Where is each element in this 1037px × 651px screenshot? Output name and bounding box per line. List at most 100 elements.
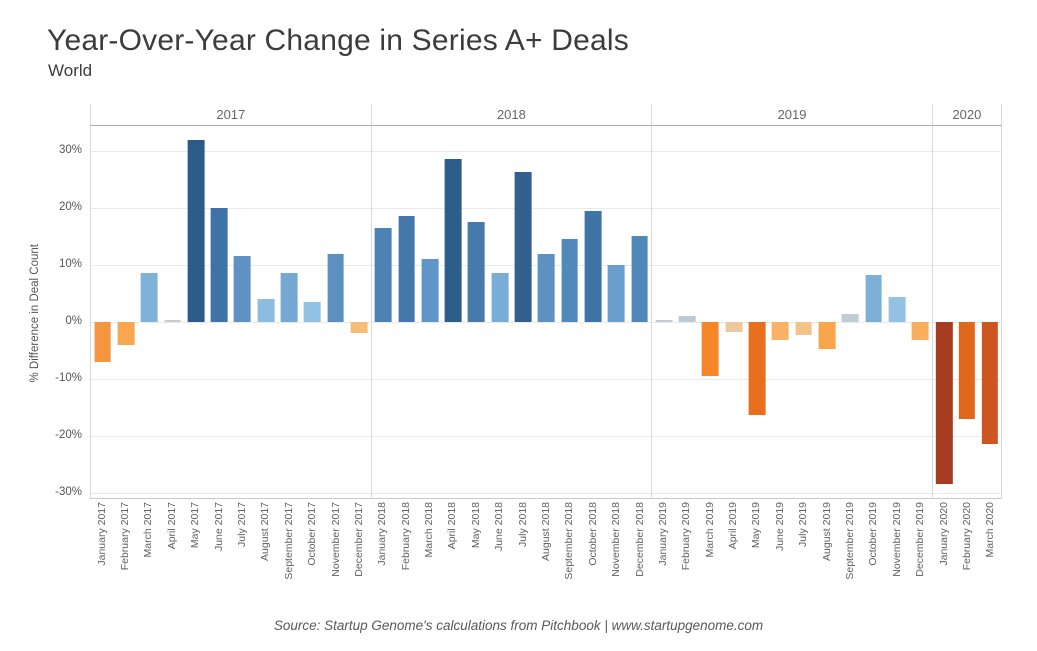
bar-october-2018 xyxy=(584,210,602,322)
gridline xyxy=(652,150,932,152)
x-tick-label: April 2017 xyxy=(165,502,178,550)
panel-plot-2019 xyxy=(651,125,932,500)
bar-february-2020 xyxy=(958,321,976,419)
gridline xyxy=(371,321,652,323)
x-tick-label: May 2019 xyxy=(750,502,763,549)
gridline xyxy=(652,264,932,266)
x-label-slot: September 2017 xyxy=(277,502,300,612)
bar-february-2018 xyxy=(398,216,415,322)
x-tick-label: June 2019 xyxy=(773,502,786,552)
x-tick-label: December 2018 xyxy=(633,502,646,578)
panel-plot-2018 xyxy=(370,125,652,500)
x-label-slot: July 2019 xyxy=(792,502,815,612)
chart-subtitle: World xyxy=(48,61,93,80)
y-tick-label: -30% xyxy=(55,486,82,498)
bar-september-2018 xyxy=(561,239,579,322)
x-tick-label: January 2019 xyxy=(656,502,669,567)
x-tick-label: January 2020 xyxy=(937,502,950,567)
x-label-slot: January 2017 xyxy=(90,502,113,612)
x-label-slot: November 2017 xyxy=(324,502,347,612)
x-label-slot: February 2017 xyxy=(113,502,136,612)
x-label-slot: May 2017 xyxy=(184,502,207,612)
bar-january-2020 xyxy=(936,321,953,485)
gridline xyxy=(91,435,371,437)
bar-june-2017 xyxy=(210,207,228,322)
x-label-slot: April 2019 xyxy=(721,502,744,612)
x-label-slot: September 2018 xyxy=(558,502,581,612)
x-label-slot: November 2019 xyxy=(885,502,908,612)
bar-january-2018 xyxy=(374,227,392,322)
bar-chart-panels: 2017 January 2017 February 2017 March 2017 A… xyxy=(90,104,1002,612)
x-label-slot: January 2019 xyxy=(651,502,674,612)
panel-plot-2017 xyxy=(90,125,371,500)
gridline xyxy=(371,264,652,266)
x-tick-label: February 2019 xyxy=(680,502,693,571)
bar-november-2019 xyxy=(888,296,906,322)
gridline xyxy=(932,435,1001,437)
x-label-slot: May 2019 xyxy=(745,502,768,612)
x-label-slot: January 2020 xyxy=(932,502,955,612)
x-label-slot: March 2018 xyxy=(417,502,440,612)
x-label-slot: October 2017 xyxy=(301,502,324,612)
x-tick-label: May 2018 xyxy=(469,502,482,549)
x-label-slot: July 2017 xyxy=(230,502,253,612)
x-label-slot: August 2017 xyxy=(254,502,277,612)
x-label-slot: December 2018 xyxy=(628,502,651,612)
bar-june-2019 xyxy=(771,321,789,341)
panel-2017: 2017 January 2017 February 2017 March 2017 A… xyxy=(90,104,371,612)
x-tick-label: August 2017 xyxy=(259,502,272,562)
x-label-slot: August 2018 xyxy=(534,502,557,612)
y-tick-label: 0% xyxy=(65,315,82,327)
panel-2019: 2019 January 2019 February 2019 March 2019 A… xyxy=(651,104,932,612)
x-tick-label: June 2017 xyxy=(212,502,225,552)
panel-2018: 2018 January 2018 February 2018 March 2018 A… xyxy=(370,104,652,612)
bar-february-2019 xyxy=(678,316,696,322)
gridline xyxy=(91,321,371,323)
x-label-slot: August 2019 xyxy=(815,502,838,612)
gridline xyxy=(91,264,371,266)
x-label-slot: February 2018 xyxy=(394,502,417,612)
x-label-slot: September 2019 xyxy=(838,502,861,612)
bar-september-2019 xyxy=(841,313,859,322)
panel-year-label-2019: 2019 xyxy=(651,104,932,126)
y-tick-label: 10% xyxy=(58,258,82,270)
x-tick-label: February 2017 xyxy=(119,502,132,571)
bar-july-2018 xyxy=(514,172,532,322)
panel-2020: 2020 January 2020 February 2020 March 2020 xyxy=(931,104,1002,612)
bar-may-2019 xyxy=(748,321,766,415)
panel-year-label-2018: 2018 xyxy=(370,104,652,126)
x-tick-label: November 2017 xyxy=(329,502,342,578)
gridline xyxy=(91,150,371,152)
x-tick-label: August 2018 xyxy=(540,502,553,562)
x-tick-label: May 2017 xyxy=(189,502,202,549)
x-label-slot: January 2018 xyxy=(371,502,394,612)
bar-april-2019 xyxy=(725,321,743,333)
x-label-slot: March 2017 xyxy=(137,502,160,612)
x-label-slot: March 2020 xyxy=(979,502,1002,612)
gridline xyxy=(371,150,652,152)
x-tick-label: February 2020 xyxy=(960,502,973,571)
bar-august-2019 xyxy=(818,321,836,349)
panel-x-labels-2019: January 2019 February 2019 March 2019 April… xyxy=(651,499,932,612)
gridline xyxy=(652,207,932,209)
x-label-slot: June 2019 xyxy=(768,502,791,612)
bar-february-2017 xyxy=(117,321,135,345)
gridline xyxy=(371,435,652,437)
panel-x-labels-2020: January 2020 February 2020 March 2020 xyxy=(932,499,1002,612)
x-label-slot: February 2020 xyxy=(955,502,978,612)
x-tick-label: March 2018 xyxy=(423,502,436,558)
x-label-slot: October 2018 xyxy=(581,502,604,612)
x-tick-label: November 2018 xyxy=(610,502,623,578)
bar-may-2018 xyxy=(468,222,485,322)
y-axis-ticks: 30% 20% 10% 0% -10% -20% -30% xyxy=(0,126,84,500)
gridline xyxy=(652,492,932,494)
gridline xyxy=(932,492,1001,494)
panel-plot-2020 xyxy=(931,125,1002,500)
x-tick-label: February 2018 xyxy=(399,502,412,571)
bar-august-2018 xyxy=(537,253,555,322)
gridline xyxy=(91,207,371,209)
x-tick-label: March 2019 xyxy=(703,502,716,558)
panel-x-labels-2017: January 2017 February 2017 March 2017 April… xyxy=(90,499,371,612)
x-tick-label: October 2018 xyxy=(586,502,599,567)
